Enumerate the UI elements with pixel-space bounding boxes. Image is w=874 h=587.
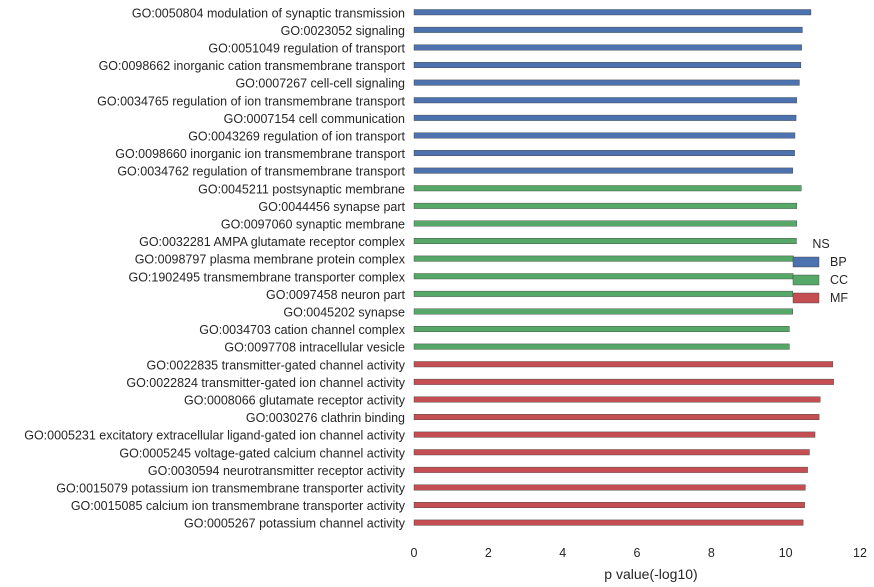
- x-tick-label: 12: [853, 546, 867, 560]
- x-tick-label: 6: [634, 546, 641, 560]
- bar-bp-4: [413, 79, 800, 86]
- category-labels: GO:0050804 modulation of synaptic transm…: [24, 6, 406, 530]
- x-tick-label: 8: [708, 546, 715, 560]
- category-label: GO:0022824 transmitter-gated ion channel…: [126, 376, 405, 390]
- x-tick-label: 2: [485, 546, 492, 560]
- x-tick-label: 4: [559, 546, 566, 560]
- bar-bp-3: [413, 62, 802, 68]
- bar-bp-8: [413, 150, 795, 157]
- category-label: GO:0005267 potassium channel activity: [184, 517, 406, 531]
- bar-cc-19: [413, 343, 790, 350]
- legend-label-cc: CC: [830, 273, 848, 287]
- x-tick-label: 0: [411, 546, 418, 560]
- category-label: GO:0007154 cell communication: [224, 112, 405, 126]
- bar-mf-28: [413, 502, 805, 508]
- bar-mf-21: [413, 378, 834, 385]
- category-label: GO:0098662 inorganic cation transmembran…: [99, 59, 406, 73]
- category-label: GO:0097060 synaptic membrane: [221, 217, 405, 231]
- category-label: GO:0032281 AMPA glutamate receptor compl…: [139, 235, 406, 249]
- bar-cc-12: [413, 220, 798, 227]
- category-label: GO:0007267 cell-cell signaling: [235, 77, 405, 91]
- category-label: GO:0015079 potassium ion transmembrane t…: [56, 481, 406, 495]
- bar-mf-22: [413, 396, 821, 403]
- bar-bp-0: [413, 9, 812, 16]
- bar-mf-29: [413, 519, 804, 526]
- category-label: GO:0050804 modulation of synaptic transm…: [132, 6, 405, 20]
- category-label: GO:0022835 transmitter-gated channel act…: [147, 358, 406, 372]
- bar-bp-2: [413, 44, 802, 51]
- bar-bp-9: [413, 167, 793, 174]
- category-label: GO:0034762 regulation of transmembrane t…: [117, 165, 405, 179]
- category-label: GO:0098797 plasma membrane protein compl…: [135, 253, 406, 267]
- category-label: GO:0044456 synapse part: [258, 200, 405, 214]
- bar-bp-5: [413, 97, 798, 104]
- category-label: GO:0051049 regulation of transport: [208, 41, 405, 55]
- x-axis-ticks: 0 2 4 6 8 10 12: [411, 546, 867, 560]
- category-label: GO:0008066 glutamate receptor activity: [184, 393, 406, 407]
- category-label: GO:1902495 transmembrane transporter com…: [128, 270, 405, 284]
- legend-swatch-cc: [792, 274, 820, 286]
- category-label: GO:0034765 regulation of ion transmembra…: [97, 94, 405, 108]
- category-label: GO:0030276 clathrin binding: [246, 411, 405, 425]
- bar-cc-16: [413, 290, 793, 297]
- legend-label-mf: MF: [830, 291, 848, 305]
- bar-bp-7: [413, 132, 796, 139]
- legend-swatch-mf: [792, 292, 820, 304]
- bar-bp-6: [413, 114, 797, 121]
- bar-mf-27: [413, 484, 806, 491]
- bar-group: [413, 9, 834, 526]
- category-label: GO:0098660 inorganic ion transmembrane t…: [115, 147, 405, 161]
- bar-cc-15: [413, 273, 794, 280]
- category-label: GO:0034703 cation channel complex: [199, 323, 405, 337]
- bar-cc-11: [413, 202, 798, 209]
- category-label: GO:0005245 voltage-gated calcium channel…: [119, 446, 405, 460]
- x-axis-title: p value(-log10): [604, 566, 697, 582]
- bar-cc-14: [413, 255, 794, 262]
- category-label: GO:0097458 neuron part: [266, 288, 406, 302]
- bar-cc-17: [413, 308, 793, 315]
- category-label: GO:0045202 synapse: [283, 305, 405, 319]
- category-label: GO:0097708 intracellular vesicle: [224, 341, 405, 355]
- bar-bp-1: [413, 26, 803, 33]
- legend-label-bp: BP: [830, 255, 847, 269]
- category-label: GO:0015085 calcium ion transmembrane tra…: [71, 499, 406, 513]
- bar-cc-10: [413, 185, 802, 192]
- bar-mf-24: [413, 431, 816, 438]
- category-label: GO:0045211 postsynaptic membrane: [198, 182, 405, 196]
- bar-cc-18: [413, 326, 790, 332]
- legend-title: NS: [812, 237, 829, 251]
- bar-mf-20: [413, 361, 834, 368]
- bar-mf-23: [413, 414, 820, 420]
- legend-swatch-bp: [792, 256, 820, 268]
- category-label: GO:0005231 excitatory extracellular liga…: [24, 429, 406, 443]
- bar-cc-13: [413, 238, 797, 245]
- bar-mf-25: [413, 449, 810, 456]
- x-tick-label: 10: [779, 546, 793, 560]
- category-label: GO:0043269 regulation of ion transport: [188, 129, 405, 143]
- bar-mf-26: [413, 466, 808, 473]
- category-label: GO:0023052 signaling: [281, 24, 405, 38]
- category-label: GO:0030594 neurotransmitter receptor act…: [148, 464, 406, 478]
